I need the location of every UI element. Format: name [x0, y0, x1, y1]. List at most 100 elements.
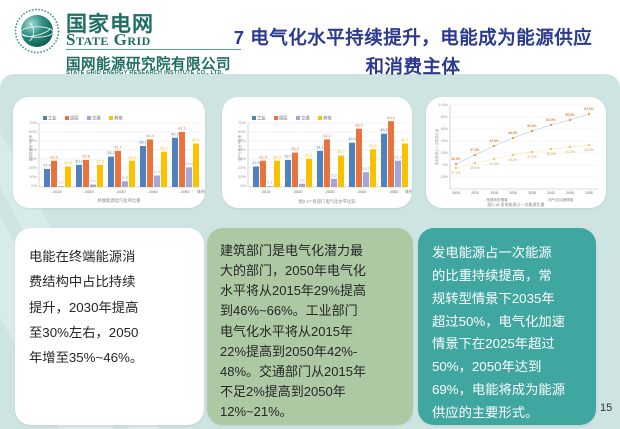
- svg-text:0%: 0%: [240, 183, 246, 188]
- svg-text:0%: 0%: [31, 183, 37, 188]
- svg-text:其他: 其他: [323, 115, 332, 122]
- svg-text:居民: 居民: [70, 116, 79, 122]
- svg-text:58.0: 58.0: [355, 122, 364, 127]
- svg-text:50.9%: 50.9%: [527, 124, 537, 128]
- svg-text:2050: 2050: [585, 191, 593, 195]
- svg-text:41.1: 41.1: [401, 137, 410, 142]
- svg-text:发电能源占一次能源比重: 发电能源占一次能源比重: [434, 128, 439, 165]
- svg-text:年份: 年份: [405, 188, 412, 194]
- svg-text:30.5: 30.5: [64, 160, 73, 165]
- svg-text:-20%: -20%: [440, 175, 449, 179]
- svg-text:32.5%: 32.5%: [451, 157, 461, 161]
- svg-text:3.0: 3.0: [90, 178, 96, 183]
- svg-text:37.8%: 37.8%: [470, 148, 480, 152]
- svg-text:30.7: 30.7: [75, 158, 84, 163]
- svg-text:2020: 2020: [85, 189, 95, 194]
- svg-text:生产行业电气化率: 生产行业电气化率: [237, 134, 242, 161]
- svg-text:居民: 居民: [279, 116, 288, 122]
- svg-text:- 电气化加速情景: - 电气化加速情景: [546, 197, 574, 202]
- svg-text:37.0%: 37.0%: [527, 155, 537, 159]
- svg-text:34.8%: 34.8%: [508, 158, 518, 162]
- svg-text:38.1: 38.1: [139, 140, 148, 145]
- svg-text:工业: 工业: [257, 115, 266, 121]
- svg-text:63.3: 63.3: [387, 115, 396, 120]
- svg-text:31.3: 31.3: [96, 158, 105, 163]
- svg-text:34.2: 34.2: [291, 146, 300, 151]
- svg-text:2050: 2050: [181, 189, 191, 194]
- svg-text:交通: 交通: [301, 115, 310, 122]
- svg-text:2020: 2020: [471, 191, 479, 195]
- svg-text:43.0%: 43.0%: [584, 148, 594, 152]
- svg-text:35.7: 35.7: [160, 145, 169, 150]
- svg-text:2040: 2040: [149, 189, 159, 194]
- svg-text:2040: 2040: [547, 191, 555, 195]
- svg-text:2015: 2015: [53, 189, 63, 194]
- svg-text:30.4: 30.4: [259, 154, 268, 159]
- svg-text:终端能源电气化率: 终端能源电气化率: [28, 134, 33, 161]
- svg-text:2015: 2015: [452, 191, 460, 195]
- svg-text:42.0: 42.0: [348, 136, 357, 141]
- svg-text:70%: 70%: [238, 120, 246, 125]
- svg-text:1.1: 1.1: [267, 180, 273, 185]
- svg-text:41.7: 41.7: [114, 144, 123, 149]
- svg-text:33.3: 33.3: [128, 154, 137, 159]
- svg-text:20%: 20%: [441, 151, 449, 155]
- svg-text:年份: 年份: [197, 188, 205, 194]
- svg-text:32.4%: 32.4%: [489, 162, 499, 166]
- svg-text:14.7: 14.7: [362, 166, 371, 171]
- svg-text:39.0%: 39.0%: [546, 152, 556, 156]
- svg-text:42.1: 42.1: [323, 133, 332, 138]
- svg-text:11.6: 11.6: [153, 169, 161, 174]
- svg-text:2020: 2020: [294, 189, 304, 194]
- svg-text:21.4: 21.4: [394, 154, 403, 159]
- svg-text:35.2: 35.2: [107, 150, 116, 155]
- svg-text:交通: 交通: [92, 115, 101, 122]
- svg-text:3.5: 3.5: [299, 177, 305, 182]
- svg-text:80%: 80%: [441, 115, 449, 119]
- svg-text:46.4: 46.4: [146, 133, 155, 138]
- svg-text:2030: 2030: [326, 189, 336, 194]
- svg-text:2035: 2035: [528, 191, 536, 195]
- svg-text:60%: 60%: [238, 129, 246, 134]
- svg-text:10%: 10%: [238, 174, 246, 179]
- svg-text:63.0%: 63.0%: [584, 107, 594, 111]
- svg-text:20%: 20%: [29, 165, 37, 170]
- svg-text:40%: 40%: [441, 139, 449, 143]
- svg-text:22.9: 22.9: [252, 160, 261, 165]
- svg-text:图2-18 发电能源占一次能源比重: 图2-18 发电能源占一次能源比重: [487, 201, 544, 207]
- svg-text:33.8: 33.8: [82, 153, 91, 158]
- svg-text:20%: 20%: [238, 165, 246, 170]
- svg-text:33.3: 33.3: [50, 154, 59, 159]
- svg-text:34.1: 34.1: [316, 144, 325, 149]
- svg-text:40.1: 40.1: [192, 137, 201, 142]
- svg-text:60%: 60%: [441, 127, 449, 131]
- svg-text:42.5%: 42.5%: [489, 139, 499, 143]
- svg-text:40.2: 40.2: [369, 143, 378, 148]
- svg-text:27.1%: 27.1%: [451, 171, 461, 175]
- svg-text:60%: 60%: [29, 129, 37, 134]
- svg-text:19.6: 19.6: [185, 161, 194, 166]
- svg-text:59.0%: 59.0%: [565, 113, 575, 117]
- svg-text:42.9: 42.9: [171, 131, 180, 136]
- svg-text:8.6: 8.6: [331, 172, 337, 177]
- svg-text:30.3: 30.3: [273, 154, 282, 159]
- svg-text:2025: 2025: [490, 191, 498, 195]
- svg-text:33.1: 33.1: [305, 153, 314, 158]
- svg-text:46.8%: 46.8%: [508, 131, 518, 135]
- svg-text:图2-17 各部门电气化水平比较: 图2-17 各部门电气化水平比较: [298, 198, 356, 205]
- svg-text:其他: 其他: [114, 115, 123, 122]
- svg-text:27.9: 27.9: [43, 162, 52, 167]
- svg-text:2015: 2015: [262, 189, 272, 194]
- svg-text:35.7: 35.7: [337, 149, 346, 154]
- svg-text:6.3: 6.3: [122, 175, 128, 180]
- svg-text:2050: 2050: [390, 189, 400, 194]
- svg-text:41.0%: 41.0%: [565, 150, 575, 154]
- svg-text:2030: 2030: [509, 191, 517, 195]
- svg-text:48.1: 48.1: [380, 127, 389, 132]
- svg-text:0%: 0%: [443, 163, 449, 167]
- svg-text:1.2: 1.2: [58, 180, 64, 185]
- svg-text:2045: 2045: [566, 191, 574, 195]
- svg-text:54.9%: 54.9%: [546, 118, 556, 122]
- svg-text:70%: 70%: [29, 120, 37, 125]
- svg-text:28.7: 28.7: [284, 153, 293, 158]
